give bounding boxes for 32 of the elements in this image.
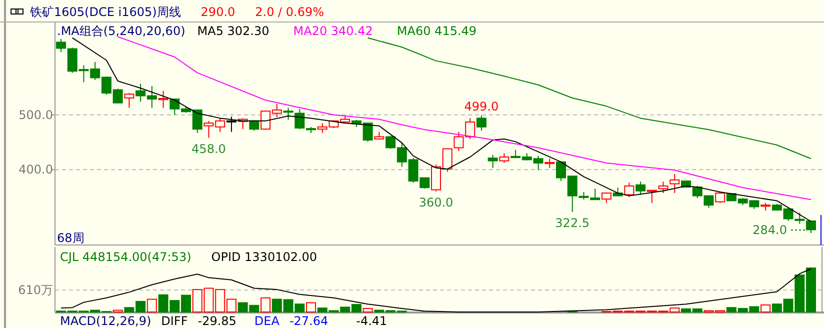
bar — [260, 297, 271, 312]
text: MACD(12,26,9) — [60, 314, 152, 328]
annotation: 68周 — [57, 231, 84, 245]
candlestick — [670, 173, 680, 194]
y-tick-label: 400.0 — [18, 162, 53, 177]
annotation: 360.0 — [418, 195, 454, 210]
annotation: 499.0 — [464, 99, 499, 114]
annotation: 322.5 — [555, 216, 590, 230]
text: MA20 340.42 — [293, 24, 373, 38]
text: 290.0 — [200, 5, 236, 19]
text: MA5 302.30 — [197, 24, 270, 38]
line-series — [367, 37, 812, 160]
legend-title: .MA组合(5,240,20,60) — [57, 24, 186, 38]
text: -29.85 — [198, 314, 236, 328]
bar — [362, 308, 373, 312]
series-label: OPID 1330102.00 — [211, 250, 318, 264]
annotation: 458.0 — [192, 142, 226, 156]
y-tick-label: 500.0 — [18, 108, 53, 122]
text: -27.64 — [289, 314, 328, 328]
text: DIFF — [161, 314, 188, 328]
text: -4.41 — [356, 314, 388, 328]
chart-title: 铁矿1605(DCE i1605)周线 — [29, 5, 181, 19]
bar — [306, 302, 316, 312]
bar — [760, 304, 771, 312]
series-label: MA60 415.49 — [396, 24, 477, 38]
candlestick — [544, 158, 555, 168]
text: DEA — [254, 314, 280, 328]
ref-line-label: 610万 — [18, 283, 53, 297]
annotation: 284.0 — [752, 222, 787, 237]
text: 2.0 / 0.69% — [255, 5, 324, 19]
bar — [146, 298, 157, 312]
text: CJL 448154.00(47:53) — [60, 250, 192, 264]
